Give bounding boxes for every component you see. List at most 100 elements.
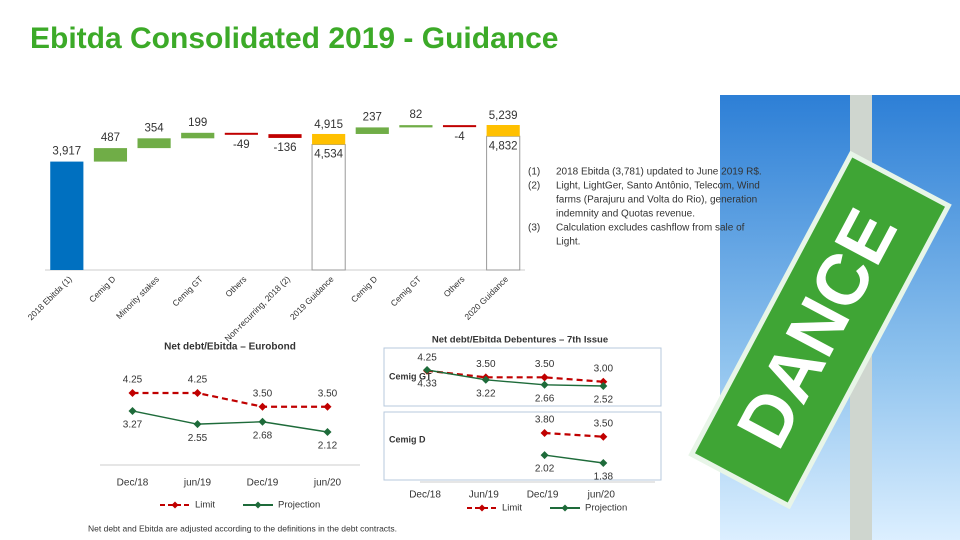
note-text: Calculation excludes cashflow from sale … bbox=[556, 223, 745, 234]
footnote: Net debt and Ebitda are adjusted accordi… bbox=[88, 523, 397, 533]
panel-box bbox=[383, 411, 662, 481]
data-label: 1.38 bbox=[594, 472, 614, 483]
x-tick-label: jun/19 bbox=[183, 478, 212, 489]
x-tick-label: 2018 Ebitda (1) bbox=[26, 274, 74, 322]
legend-label: Limit bbox=[195, 500, 215, 511]
data-label: 82 bbox=[410, 109, 423, 121]
data-label: 3.80 bbox=[535, 415, 555, 426]
legend-label: Projection bbox=[278, 500, 320, 511]
data-label: 2.55 bbox=[188, 433, 208, 444]
chart-title: Net debt/Ebitda Debentures – 7th Issue bbox=[432, 335, 608, 346]
data-label: 3.50 bbox=[535, 359, 555, 370]
note-marker: (2) bbox=[528, 181, 540, 192]
x-tick-label: Dec/19 bbox=[247, 478, 279, 489]
x-tick-label: Others bbox=[441, 274, 466, 299]
data-label: 4.33 bbox=[417, 379, 437, 390]
x-tick-label: Others bbox=[223, 274, 248, 299]
data-label: 3.50 bbox=[318, 388, 338, 399]
x-tick-label: Cemig D bbox=[87, 274, 117, 304]
x-tick-label: jun/20 bbox=[587, 490, 616, 501]
guidance-base bbox=[486, 135, 521, 271]
data-label: 2.02 bbox=[535, 464, 555, 475]
legend-label: Limit bbox=[502, 503, 522, 514]
marker bbox=[599, 377, 608, 386]
note-text: Light. bbox=[556, 237, 580, 248]
data-label: 3,917 bbox=[52, 146, 81, 158]
guidance-range bbox=[312, 133, 346, 145]
bar bbox=[181, 132, 215, 139]
bar bbox=[399, 125, 433, 128]
note-text: farms (Parajuru and Volta do Rio), gener… bbox=[556, 195, 757, 206]
data-label: 3.00 bbox=[594, 363, 614, 374]
x-tick-label: Cemig D bbox=[349, 274, 379, 304]
x-tick-label: Dec/18 bbox=[409, 490, 441, 501]
data-label: 5,239 bbox=[489, 110, 518, 122]
panel-label: Cemig D bbox=[389, 434, 426, 444]
line bbox=[544, 431, 604, 438]
legend-label: Projection bbox=[585, 503, 627, 514]
data-label: 2.66 bbox=[535, 393, 555, 404]
x-tick-label: Dec/19 bbox=[527, 490, 559, 501]
line bbox=[132, 391, 328, 408]
x-tick-label: jun/20 bbox=[313, 478, 342, 489]
bar bbox=[224, 132, 258, 135]
chart-title: Net debt/Ebitda – Eurobond bbox=[164, 342, 296, 353]
line bbox=[426, 369, 604, 387]
x-tick-label: Minority stakes bbox=[114, 274, 161, 321]
line bbox=[426, 369, 604, 383]
data-label: 199 bbox=[188, 117, 207, 129]
data-label: 2.12 bbox=[318, 441, 338, 452]
x-tick-label: 2020 Guidance bbox=[462, 274, 510, 322]
data-label: 3.50 bbox=[476, 359, 496, 370]
line bbox=[544, 454, 604, 464]
data-label: 4.25 bbox=[188, 375, 208, 386]
guidance-base bbox=[311, 144, 346, 271]
marker bbox=[540, 429, 549, 437]
legend-marker bbox=[561, 504, 569, 512]
x-tick-label: Dec/18 bbox=[117, 478, 149, 489]
marker bbox=[323, 428, 332, 436]
note-text: indemnity and Quotas revenue. bbox=[556, 209, 695, 220]
data-label: 3.50 bbox=[253, 388, 273, 399]
marker bbox=[193, 389, 202, 397]
bar bbox=[442, 125, 477, 128]
marker bbox=[599, 459, 608, 467]
data-label: -136 bbox=[273, 142, 296, 154]
data-label: 4,915 bbox=[314, 119, 343, 131]
data-label: 3.50 bbox=[594, 418, 614, 429]
bar bbox=[137, 138, 171, 149]
data-label: 3.27 bbox=[123, 420, 143, 431]
data-label: 2.52 bbox=[594, 395, 614, 406]
data-label: 4,534 bbox=[314, 149, 343, 161]
page-title: Ebitda Consolidated 2019 - Guidance bbox=[30, 22, 558, 55]
x-tick-label: Jun/19 bbox=[469, 490, 499, 501]
data-label: 2.68 bbox=[253, 430, 273, 441]
x-tick-label: 2019 Guidance bbox=[288, 274, 336, 322]
data-label: 237 bbox=[363, 111, 382, 123]
data-label: 4.25 bbox=[417, 352, 437, 363]
data-label: 4,832 bbox=[489, 140, 518, 152]
sign-board bbox=[688, 150, 952, 510]
marker bbox=[258, 402, 267, 411]
panel-box bbox=[383, 347, 662, 407]
marker bbox=[128, 389, 137, 397]
data-label: 354 bbox=[144, 122, 164, 134]
note-text: 2018 Ebitda (3,781) updated to June 2019… bbox=[556, 167, 762, 178]
marker bbox=[599, 432, 608, 441]
data-label: -49 bbox=[233, 139, 250, 151]
marker bbox=[128, 406, 137, 415]
bar bbox=[355, 127, 389, 134]
data-label: -4 bbox=[454, 131, 465, 143]
marker bbox=[599, 382, 608, 390]
marker bbox=[540, 380, 549, 389]
note-marker: (3) bbox=[528, 223, 540, 234]
marker bbox=[258, 417, 267, 426]
note-text: Light, LightGer, Santo Antônio, Telecom,… bbox=[556, 181, 760, 192]
marker bbox=[540, 451, 549, 460]
legend-marker bbox=[254, 501, 262, 509]
marker bbox=[323, 402, 332, 411]
legend-marker bbox=[478, 504, 486, 512]
data-label: 3.22 bbox=[476, 388, 496, 399]
panel-label: Cemig GT bbox=[389, 371, 432, 381]
